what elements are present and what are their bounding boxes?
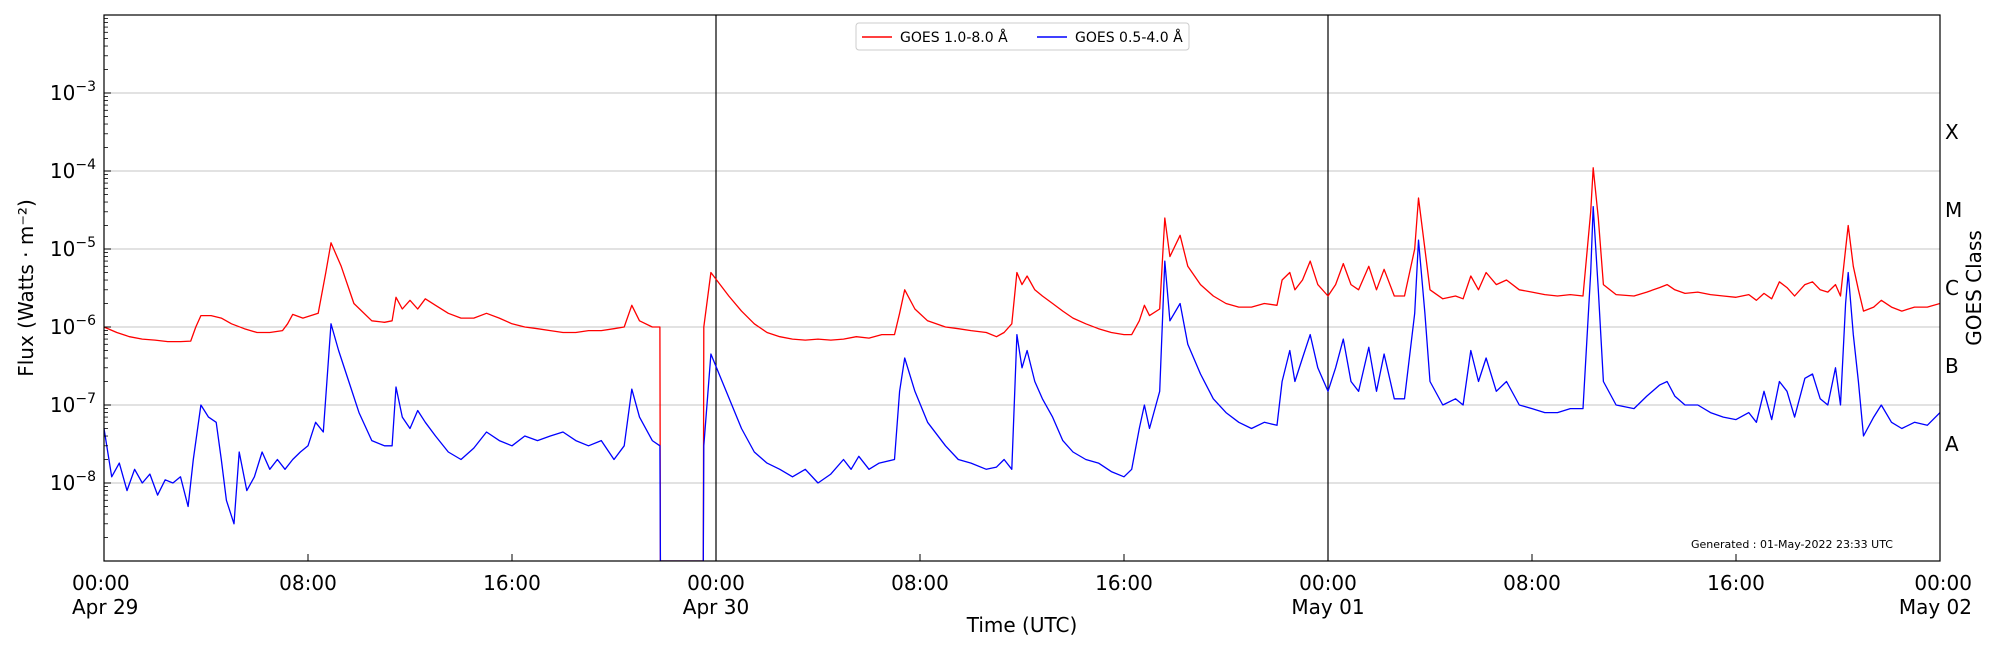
goes-class-label: M (1945, 198, 1962, 222)
x-tick-label: 08:00 (279, 571, 337, 595)
goes-class-ticks: A B C M X (1945, 120, 1962, 456)
goes-class-label: C (1945, 276, 1959, 300)
day-boundary-lines (715, 15, 1329, 561)
x-tick-label: 08:00 (891, 571, 949, 595)
y-tick-label: 10−5 (50, 235, 96, 261)
series-line-short-channel (104, 205, 1940, 561)
legend-label-long-channel: GOES 1.0-8.0 Å (900, 29, 1008, 46)
legend-label-short-channel: GOES 0.5-4.0 Å (1075, 29, 1183, 46)
goes-class-axis-label: GOES Class (1962, 230, 1986, 346)
x-tick-label: 00:00 (1299, 571, 1357, 595)
x-tick-date-label: Apr 30 (683, 595, 749, 619)
plot-frame (103, 14, 1941, 562)
series-line-long-channel (104, 167, 1940, 561)
x-tick-label: 16:00 (1095, 571, 1153, 595)
y-tick-label: 10−6 (50, 313, 96, 339)
x-tick-date-label: Apr 29 (72, 595, 138, 619)
generated-annotation: Generated : 01-May-2022 23:33 UTC (1691, 538, 1893, 551)
x-tick-label: 00:00 (687, 571, 745, 595)
series-group (104, 167, 1940, 561)
goes-class-label: B (1945, 354, 1959, 378)
x-axis-label: Time (UTC) (966, 613, 1078, 637)
y-axis-label: Flux (Watts · m⁻²) (14, 199, 38, 377)
x-tick-date-label: May 01 (1291, 595, 1364, 619)
y-tick-label: 10−4 (50, 157, 96, 183)
legend-box (855, 22, 1190, 51)
legend: GOES 1.0-8.0 Å GOES 0.5-4.0 Å (855, 22, 1190, 51)
y-tick-label: 10−7 (50, 391, 96, 417)
x-tick-date-label: May 02 (1899, 595, 1972, 619)
x-tick-label: 16:00 (1707, 571, 1765, 595)
grid-lines (104, 92, 1940, 484)
x-tick-label: 08:00 (1503, 571, 1561, 595)
y-tick-label: 10−3 (50, 79, 96, 105)
x-tick-label: 00:00 (72, 571, 130, 595)
x-tick-label: 00:00 (1914, 571, 1972, 595)
goes-class-label: X (1945, 120, 1959, 144)
y-tick-label: 10−8 (50, 469, 96, 495)
y-axis-ticks: 10−8 10−7 10−6 10−5 10−4 10−3 (50, 18, 111, 538)
x-tick-label: 16:00 (483, 571, 541, 595)
goes-class-label: A (1945, 432, 1959, 456)
